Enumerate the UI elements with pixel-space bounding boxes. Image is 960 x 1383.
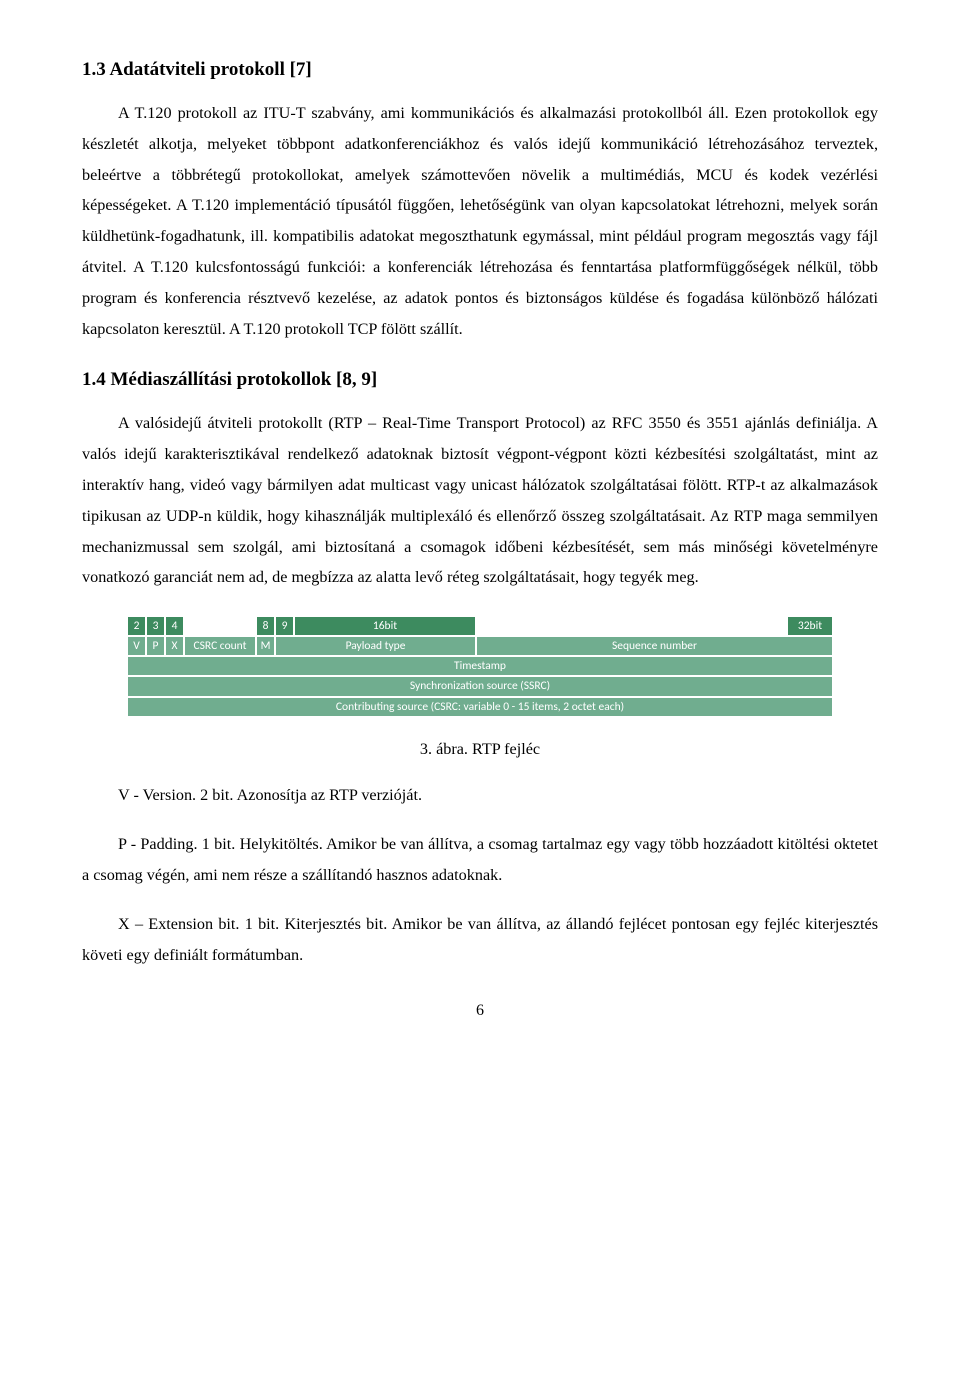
bit-gap (185, 617, 255, 635)
bit-32: 32bit (788, 617, 832, 635)
field-desc-v: V - Version. 2 bit. Azonosítja az RTP ve… (82, 780, 878, 811)
bit-9: 9 (276, 617, 293, 635)
field-m: M (257, 637, 274, 655)
field-csrc: CSRC count (185, 637, 255, 655)
field-ssrc: Synchronization source (SSRC) (128, 677, 832, 695)
bit-4: 4 (166, 617, 183, 635)
field-v: V (128, 637, 145, 655)
section-1-4-paragraph: A valósidejű átviteli protokollt (RTP – … (82, 408, 878, 593)
field-p: P (147, 637, 164, 655)
rtp-header-diagram: 2 3 4 8 9 16bit 32bit V P X CSRC count M… (128, 617, 832, 715)
field-pt: Payload type (276, 637, 475, 655)
field-desc-p: P - Padding. 1 bit. Helykitöltés. Amikor… (82, 829, 878, 891)
rtp-bit-row: 2 3 4 8 9 16bit 32bit (128, 617, 832, 635)
bit-16: 16bit (295, 617, 475, 635)
section-1-3-paragraph: A T.120 protokoll az ITU-T szabvány, ami… (82, 98, 878, 344)
section-1-4-heading: 1.4 Médiaszállítási protokollok [8, 9] (82, 362, 878, 398)
page-number: 6 (82, 996, 878, 1026)
rtp-field-row-1: V P X CSRC count M Payload type Sequence… (128, 637, 832, 655)
rtp-field-row-4: Contributing source (CSRC: variable 0 - … (128, 698, 832, 716)
section-1-3-heading: 1.3 Adatátviteli protokoll [7] (82, 52, 878, 88)
bit-8: 8 (257, 617, 274, 635)
field-timestamp: Timestamp (128, 657, 832, 675)
field-seq: Sequence number (477, 637, 832, 655)
figure-caption: 3. ábra. RTP fejléc (82, 734, 878, 765)
bit-2: 2 (128, 617, 145, 635)
rtp-field-row-2: Timestamp (128, 657, 832, 675)
field-desc-x: X – Extension bit. 1 bit. Kiterjesztés b… (82, 909, 878, 971)
bit-gap2 (477, 617, 786, 635)
field-csrc-list: Contributing source (CSRC: variable 0 - … (128, 698, 832, 716)
bit-3: 3 (147, 617, 164, 635)
rtp-field-row-3: Synchronization source (SSRC) (128, 677, 832, 695)
field-x: X (166, 637, 183, 655)
